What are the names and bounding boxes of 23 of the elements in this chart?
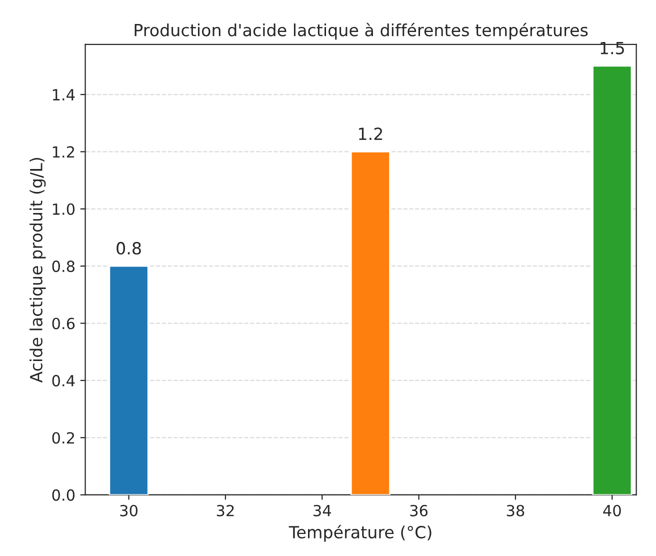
data-label: 0.8 (116, 242, 141, 255)
y-axis-title: Acide lactique produit (g/L) (30, 158, 46, 383)
x-tick-label: 40 (603, 504, 621, 516)
bar (592, 65, 632, 495)
bar (108, 265, 149, 495)
x-tick-label: 34 (314, 504, 331, 516)
data-label: 1.5 (600, 42, 624, 54)
y-tick-label: 1.2 (52, 146, 74, 158)
bar (350, 151, 390, 495)
x-tick-label: 38 (506, 504, 524, 516)
y-tick-label: 0.8 (52, 260, 75, 272)
chart-title: Production d'acide lactique à différentes températures (134, 22, 588, 40)
x-tick-label: 30 (120, 504, 138, 516)
x-tick-label: 36 (410, 504, 428, 516)
y-tick-label: 1.0 (52, 203, 75, 215)
y-tick-label: 1.4 (52, 89, 75, 100)
data-label: 1.2 (359, 128, 382, 140)
y-tick-label: 0.4 (52, 374, 75, 386)
y-tick-label: 0.2 (52, 432, 74, 444)
y-tick-label: 0.0 (52, 489, 75, 501)
y-tick-label: 0.6 (52, 318, 75, 330)
x-tick-label: 32 (216, 504, 234, 516)
x-axis-title: Température (°C) (288, 524, 432, 542)
